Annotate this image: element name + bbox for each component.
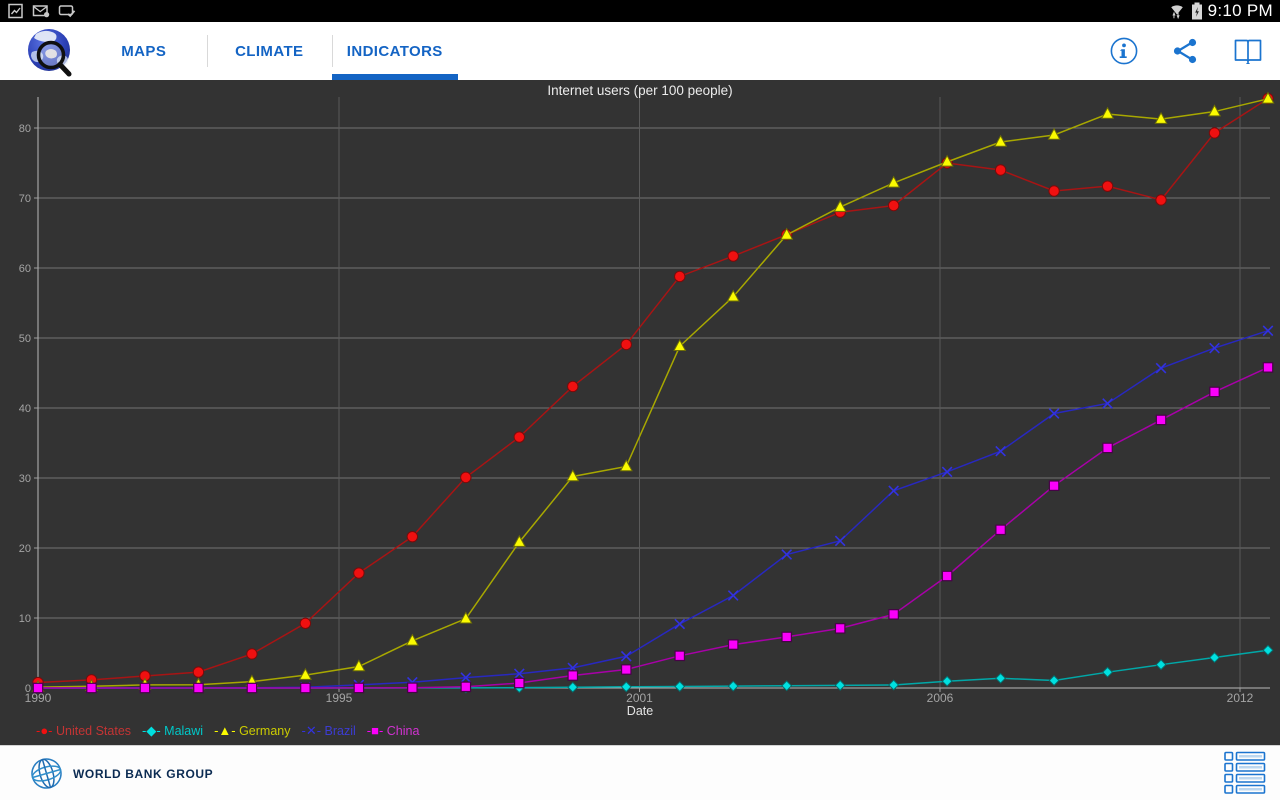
legend-item-malawi: -◆- Malawi — [142, 723, 204, 738]
legend-item-united-states: -●- United States — [36, 723, 132, 738]
svg-text:20: 20 — [19, 543, 31, 555]
chart-plot: 1990 1995 2001 2006 2012 0 10 20 30 40 50 60 70 80 — [19, 91, 1275, 705]
legend-item-brazil: -✕- Brazil — [301, 723, 356, 738]
svg-text:2001: 2001 — [626, 691, 653, 705]
svg-text:50: 50 — [19, 333, 31, 345]
world-bank-logo-text: WORLD BANK GROUP — [73, 766, 214, 781]
x-axis-title: Date — [626, 704, 654, 718]
svg-text:40: 40 — [19, 403, 31, 415]
info-icon — [1110, 37, 1138, 65]
notification-icons — [0, 2, 77, 20]
wifi-icon — [1170, 5, 1183, 20]
message-notification-icon — [32, 5, 50, 18]
list-view-icon — [1224, 751, 1266, 794]
app-logo-icon[interactable] — [22, 26, 78, 78]
app-bar: MAPS CLIMATE INDICATORS — [0, 22, 1280, 80]
svg-text:60: 60 — [19, 263, 31, 275]
world-bank-logo: WORLD BANK GROUP — [28, 755, 213, 792]
legend-item-china: -■- China — [366, 723, 420, 738]
chart-legend: -●- United States -◆- Malawi -▲- Germany -✕… — [36, 723, 419, 739]
book-icon — [1234, 39, 1262, 64]
legend-item-germany: -▲- Germany — [214, 723, 291, 738]
clock: 9:10 PM — [1207, 1, 1273, 20]
share-button[interactable] — [1172, 37, 1199, 65]
tab-bar: MAPS CLIMATE INDICATORS — [81, 22, 458, 80]
svg-text:0: 0 — [25, 683, 31, 695]
sms-check-notification-icon — [58, 5, 76, 18]
action-bar — [1109, 22, 1264, 80]
svg-text:70: 70 — [19, 193, 31, 205]
chart-title: Internet users (per 100 people) — [547, 83, 733, 98]
gallery-notification-icon — [8, 3, 23, 19]
svg-text:1990: 1990 — [25, 691, 52, 705]
indicator-chart[interactable]: 1990 1995 2001 2006 2012 0 10 20 30 40 50 60 70 80 In… — [0, 80, 1280, 745]
svg-text:2006: 2006 — [927, 691, 954, 705]
svg-text:10: 10 — [19, 613, 31, 625]
system-status-icons: 9:10 PM — [1168, 1, 1280, 21]
svg-text:1995: 1995 — [326, 691, 353, 705]
svg-text:2012: 2012 — [1227, 691, 1254, 705]
tab-climate[interactable]: CLIMATE — [206, 22, 333, 80]
svg-text:30: 30 — [19, 473, 31, 485]
footer-bar: WORLD BANK GROUP — [0, 745, 1280, 800]
svg-text:80: 80 — [19, 123, 31, 135]
share-icon — [1173, 38, 1197, 64]
world-bank-globe-icon — [31, 758, 62, 789]
status-bar: 9:10 PM — [0, 0, 1280, 22]
reports-button[interactable] — [1232, 36, 1264, 66]
indicator-list-button[interactable] — [1224, 751, 1266, 799]
tab-maps[interactable]: MAPS — [121, 42, 167, 60]
info-button[interactable] — [1109, 36, 1139, 66]
battery-charging-icon — [1191, 2, 1202, 20]
tab-indicators[interactable]: INDICATORS — [332, 22, 458, 80]
